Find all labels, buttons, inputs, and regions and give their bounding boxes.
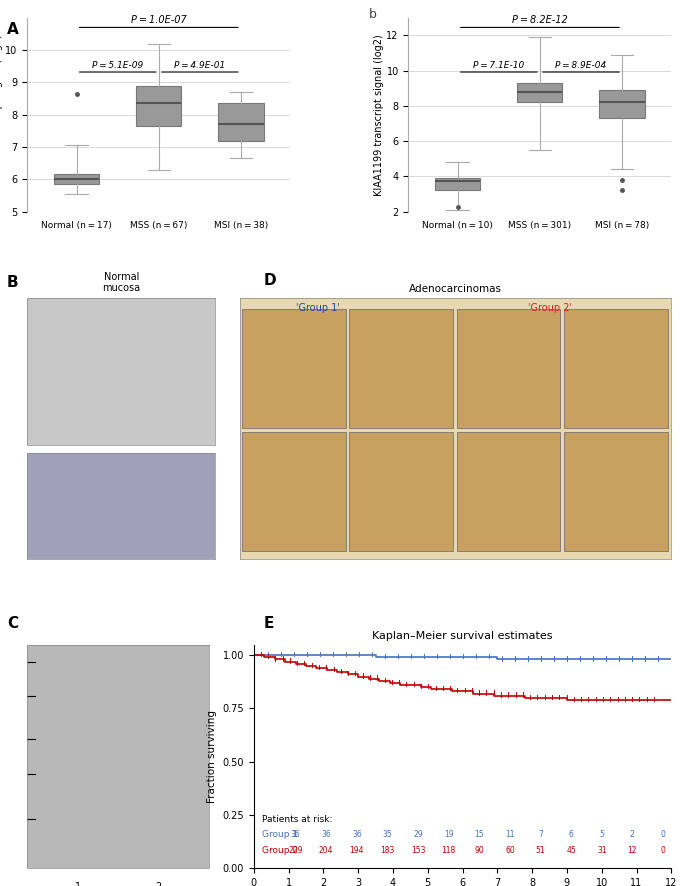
PathPatch shape xyxy=(219,104,264,141)
Text: 204: 204 xyxy=(319,846,334,855)
PathPatch shape xyxy=(435,178,480,190)
Text: 118: 118 xyxy=(442,846,456,855)
Text: P = 5.1E-09: P = 5.1E-09 xyxy=(92,61,143,70)
Title: Kaplan–Meier survival estimates: Kaplan–Meier survival estimates xyxy=(373,631,553,641)
Text: Group 2: Group 2 xyxy=(262,846,298,855)
FancyBboxPatch shape xyxy=(349,432,453,551)
PathPatch shape xyxy=(517,83,562,102)
Text: 0: 0 xyxy=(660,830,665,839)
Text: D: D xyxy=(264,273,276,288)
FancyBboxPatch shape xyxy=(457,309,560,428)
Text: 194: 194 xyxy=(349,846,364,855)
Text: 0: 0 xyxy=(660,846,665,855)
Y-axis label: Fraction surviving: Fraction surviving xyxy=(207,710,217,803)
Text: P = 4.9E-01: P = 4.9E-01 xyxy=(174,61,225,70)
Text: 11: 11 xyxy=(505,830,514,839)
FancyBboxPatch shape xyxy=(242,309,345,428)
Text: B: B xyxy=(7,275,18,290)
PathPatch shape xyxy=(599,90,645,118)
FancyBboxPatch shape xyxy=(349,309,453,428)
Text: 'Group 2': 'Group 2' xyxy=(528,303,573,313)
FancyBboxPatch shape xyxy=(564,309,668,428)
Text: 2: 2 xyxy=(155,882,161,886)
Text: 90: 90 xyxy=(475,846,484,855)
Text: 183: 183 xyxy=(380,846,395,855)
PathPatch shape xyxy=(54,175,99,184)
Y-axis label: KIAA1199 transcript signal (log2): KIAA1199 transcript signal (log2) xyxy=(373,34,384,196)
Text: Group 1: Group 1 xyxy=(262,830,298,839)
Text: 15: 15 xyxy=(475,830,484,839)
Text: P = 8.9E-04: P = 8.9E-04 xyxy=(556,61,607,70)
Text: 60: 60 xyxy=(505,846,514,855)
Text: 35: 35 xyxy=(382,830,393,839)
Text: 5: 5 xyxy=(599,830,604,839)
Text: 36: 36 xyxy=(290,830,301,839)
Text: 6: 6 xyxy=(569,830,573,839)
FancyBboxPatch shape xyxy=(564,432,668,551)
Text: P = 1.0E-07: P = 1.0E-07 xyxy=(131,15,187,26)
Text: 51: 51 xyxy=(536,846,545,855)
Text: 19: 19 xyxy=(444,830,453,839)
Text: 2: 2 xyxy=(630,830,635,839)
Text: E: E xyxy=(264,616,274,631)
Text: 12: 12 xyxy=(627,846,637,855)
Text: P = 8.2E-12: P = 8.2E-12 xyxy=(512,15,568,26)
Text: 'Group 1': 'Group 1' xyxy=(295,303,339,313)
Text: b: b xyxy=(369,8,377,21)
Text: 209: 209 xyxy=(288,846,303,855)
Text: 45: 45 xyxy=(566,846,576,855)
Text: 153: 153 xyxy=(411,846,425,855)
Text: 36: 36 xyxy=(352,830,362,839)
Y-axis label: KIAA1199 transcript signal (log2): KIAA1199 transcript signal (log2) xyxy=(0,34,3,196)
Text: C: C xyxy=(7,616,18,631)
Text: Normal
mucosa: Normal mucosa xyxy=(102,271,140,293)
Text: A: A xyxy=(7,22,18,37)
Text: Adenocarcinomas: Adenocarcinomas xyxy=(409,284,502,293)
FancyBboxPatch shape xyxy=(242,432,345,551)
FancyBboxPatch shape xyxy=(457,432,560,551)
Text: 36: 36 xyxy=(321,830,331,839)
Text: 31: 31 xyxy=(597,846,606,855)
Text: Patients at risk:: Patients at risk: xyxy=(262,814,332,824)
Text: 29: 29 xyxy=(413,830,423,839)
Text: P = 7.1E-10: P = 7.1E-10 xyxy=(473,61,525,70)
Text: 7: 7 xyxy=(538,830,543,839)
Text: 1: 1 xyxy=(75,882,82,886)
PathPatch shape xyxy=(136,86,182,126)
